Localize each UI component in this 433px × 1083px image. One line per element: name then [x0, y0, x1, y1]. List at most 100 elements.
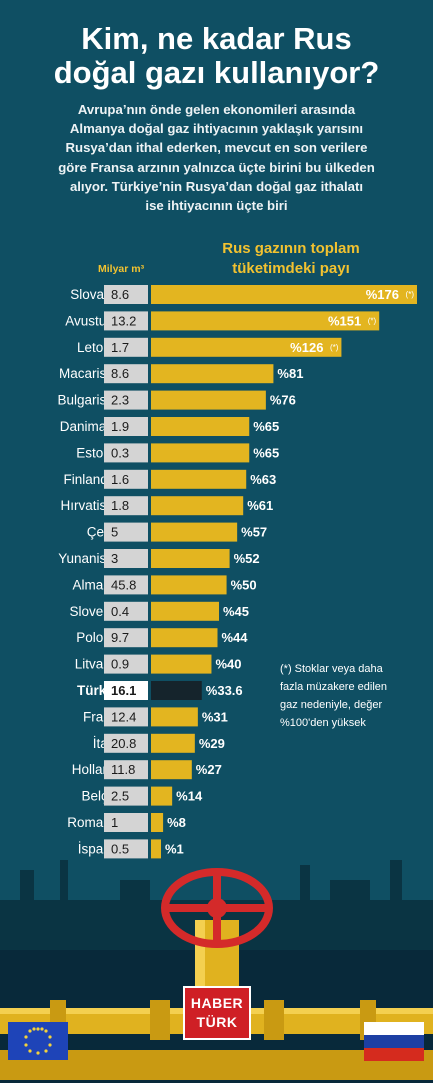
share-column-title: Rus gazının toplam tüketimdeki payı [196, 239, 386, 279]
share-value-label: %176 [366, 287, 399, 302]
share-value-label: %65 [253, 419, 279, 434]
volume-value: 16.1 [111, 683, 136, 698]
share-value-label: %29 [199, 736, 225, 751]
industrial-background [0, 860, 433, 1083]
volume-box [104, 628, 148, 648]
share-value-label: %126 [290, 340, 323, 355]
volume-box [104, 601, 148, 621]
share-value-label: %57 [241, 525, 267, 540]
unit-label: Milyar m³ [98, 263, 145, 275]
subtitle: Avrupa’nın önde gelen ekonomileri arasın… [14, 100, 419, 215]
volume-box [104, 760, 148, 780]
volume-value: 5 [111, 525, 118, 540]
page-title: Kim, ne kadar Rus doğal gazı kullanıyor? [0, 22, 433, 90]
volume-value: 2.3 [111, 393, 129, 408]
share-value-label: %14 [176, 789, 203, 804]
volume-value: 11.8 [111, 762, 135, 777]
share-bar [151, 707, 198, 727]
share-bar [151, 364, 274, 384]
subtitle-line-6: ise ihtiyacının üçte biri [145, 198, 288, 214]
share-bar [151, 813, 164, 832]
share-value-label: %61 [247, 498, 273, 513]
title-line-1: Kim, ne kadar Rus [81, 21, 352, 56]
volume-box [104, 443, 148, 463]
share-value-label: %27 [196, 762, 222, 777]
footnote-mark: (*) [330, 343, 339, 352]
volume-box [104, 496, 148, 516]
share-bar [151, 786, 173, 806]
volume-value: 0.4 [111, 604, 129, 619]
volume-value: 1.7 [111, 340, 129, 355]
volume-value: 1.6 [111, 472, 129, 487]
share-value-label: %63 [250, 472, 276, 487]
share-value-label: %33.6 [206, 683, 243, 698]
share-bar [151, 760, 192, 780]
logo-line-1: HABER [190, 995, 244, 1011]
share-bar [151, 575, 227, 595]
share-value-label: %76 [270, 393, 296, 408]
volume-value: 0.5 [111, 841, 129, 856]
share-title-line-2: tüketimdeki payı [232, 260, 350, 277]
volume-box [104, 311, 148, 331]
volume-value: 9.7 [111, 630, 129, 645]
volume-box [104, 681, 148, 700]
share-bar [151, 390, 266, 410]
volume-box [104, 364, 148, 384]
share-bar [151, 469, 247, 489]
subtitle-line-5: alıyor. Türkiye’nin Rusya’dan doğal gaz … [69, 178, 364, 194]
subtitle-line-4: göre Fransa arzının yalnızca üçte birini… [58, 159, 375, 175]
volume-value: 12.4 [111, 709, 136, 724]
share-value-label: %40 [215, 657, 241, 672]
volume-box [104, 733, 148, 753]
subtitle-line-2: Almanya doğal gaz ihtiyacının yaklaşık y… [69, 121, 364, 137]
share-bar [151, 496, 244, 516]
share-bar [151, 654, 212, 674]
volume-box [104, 707, 148, 727]
share-bar [151, 839, 161, 859]
share-bar [151, 628, 218, 648]
share-value-label: %52 [234, 551, 260, 566]
haberturk-logo: HABER TÜRK [183, 986, 251, 1040]
volume-value: 1 [111, 815, 118, 830]
share-bar [151, 417, 250, 436]
share-bar [151, 443, 250, 463]
volume-box [104, 813, 148, 832]
volume-value: 1.8 [111, 498, 129, 513]
share-bar [151, 549, 230, 568]
title-line-2: doğal gazı kullanıyor? [53, 55, 380, 90]
share-title-line-1: Rus gazının toplam [222, 240, 360, 257]
subtitle-line-1: Avrupa’nın önde gelen ekonomileri arasın… [77, 102, 356, 117]
volume-value: 1.9 [111, 419, 129, 434]
volume-box [104, 549, 148, 568]
eu-flag-icon [8, 1022, 68, 1060]
footnote-line-3: gaz nedeniyle, değer [280, 699, 383, 711]
volume-box [104, 417, 148, 436]
share-bar [151, 337, 342, 357]
russia-flag-icon [364, 1022, 424, 1061]
volume-box [104, 839, 148, 859]
share-value-label: %31 [202, 709, 228, 724]
share-bar [151, 681, 202, 700]
footnote: (*) Stoklar veya daha fazla müzakere edi… [280, 660, 410, 732]
volume-box [104, 285, 148, 304]
volume-value: 3 [111, 551, 118, 566]
volume-value: 13.2 [111, 313, 136, 328]
volume-value: 8.6 [111, 366, 129, 381]
share-bar [151, 522, 238, 542]
share-bar [151, 601, 220, 621]
subtitle-line-3: Rusya’dan ithal ederken, mevcut en son v… [65, 140, 368, 156]
share-bar [151, 733, 195, 753]
share-value-label: %1 [165, 841, 184, 856]
share-value-label: %81 [277, 366, 303, 381]
volume-value: 20.8 [111, 736, 136, 751]
share-value-label: %50 [231, 577, 257, 592]
volume-box [104, 786, 148, 806]
footnote-mark: (*) [406, 290, 415, 299]
footnote-line-2: fazla müzakere edilen [280, 681, 388, 693]
volume-value: 0.3 [111, 445, 129, 460]
volume-value: 0.9 [111, 657, 129, 672]
footnote-mark: (*) [368, 316, 377, 325]
footnote-line-4: %100'den yüksek [280, 717, 366, 729]
share-bar [151, 285, 417, 304]
